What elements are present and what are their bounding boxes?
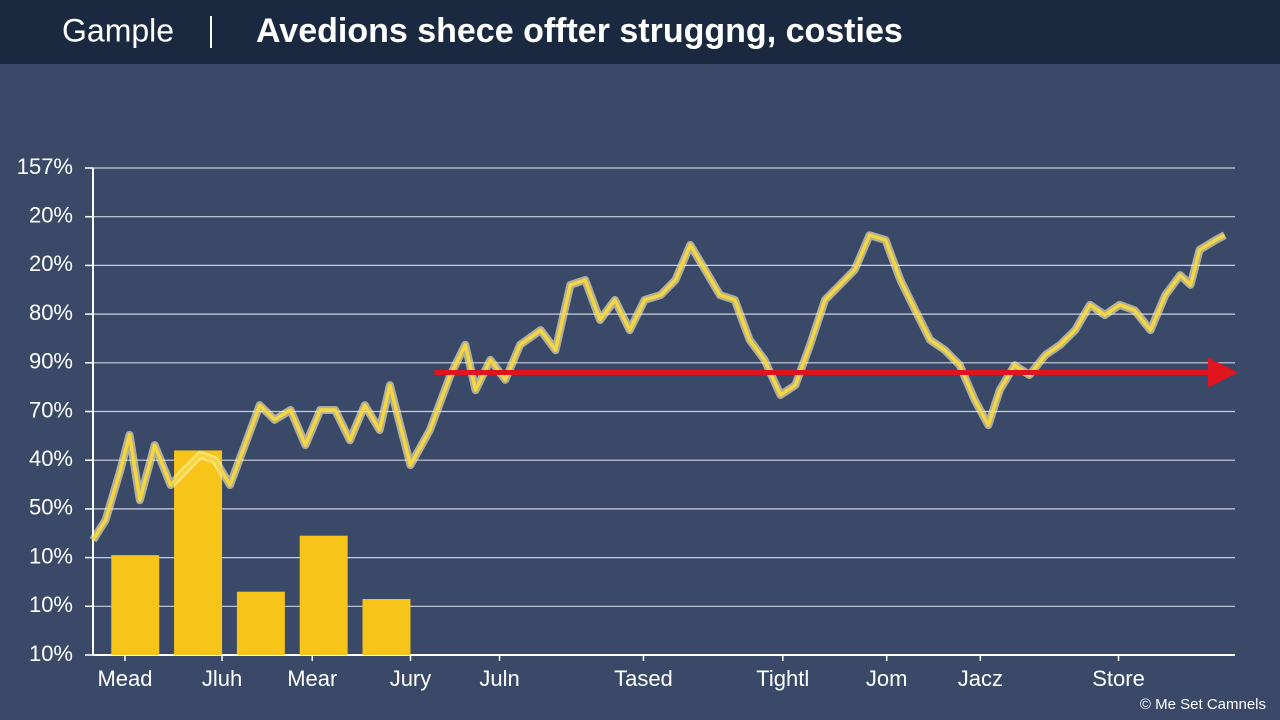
y-tick-label: 20%	[29, 251, 73, 276]
brand: Gample	[62, 12, 174, 48]
y-tick-label: 20%	[29, 203, 73, 228]
line	[91, 233, 1226, 541]
bar	[362, 598, 411, 655]
bar	[299, 535, 348, 655]
bar	[236, 591, 285, 655]
bar	[174, 450, 223, 655]
y-tick-label: 10%	[29, 543, 73, 568]
x-tick-label: Jury	[390, 666, 432, 691]
y-tick-label: 10%	[29, 641, 73, 666]
x-tick-label: Jluh	[202, 666, 242, 691]
y-tick-label: 50%	[29, 495, 73, 520]
credit: © Me Set Camnels	[1140, 696, 1266, 713]
header-bar	[0, 0, 1280, 64]
x-tick-label: Juln	[479, 666, 519, 691]
x-tick-label: Jom	[866, 666, 908, 691]
y-tick-label: 10%	[29, 592, 73, 617]
line-glow	[89, 231, 1227, 543]
y-tick-label: 70%	[29, 397, 73, 422]
y-tick-label: 90%	[29, 349, 73, 374]
bar	[111, 555, 160, 655]
y-tick-label: 157%	[17, 154, 73, 179]
x-tick-label: Mear	[287, 666, 337, 691]
x-tick-label: Mead	[97, 666, 152, 691]
x-tick-label: Tased	[614, 666, 673, 691]
x-tick-label: Jacz	[958, 666, 1003, 691]
chart-title: Avedions shece offter struggng, costies	[256, 12, 903, 50]
y-tick-label: 80%	[29, 300, 73, 325]
y-tick-label: 40%	[29, 446, 73, 471]
x-tick-label: Store	[1092, 666, 1145, 691]
x-tick-label: Tightl	[756, 666, 809, 691]
